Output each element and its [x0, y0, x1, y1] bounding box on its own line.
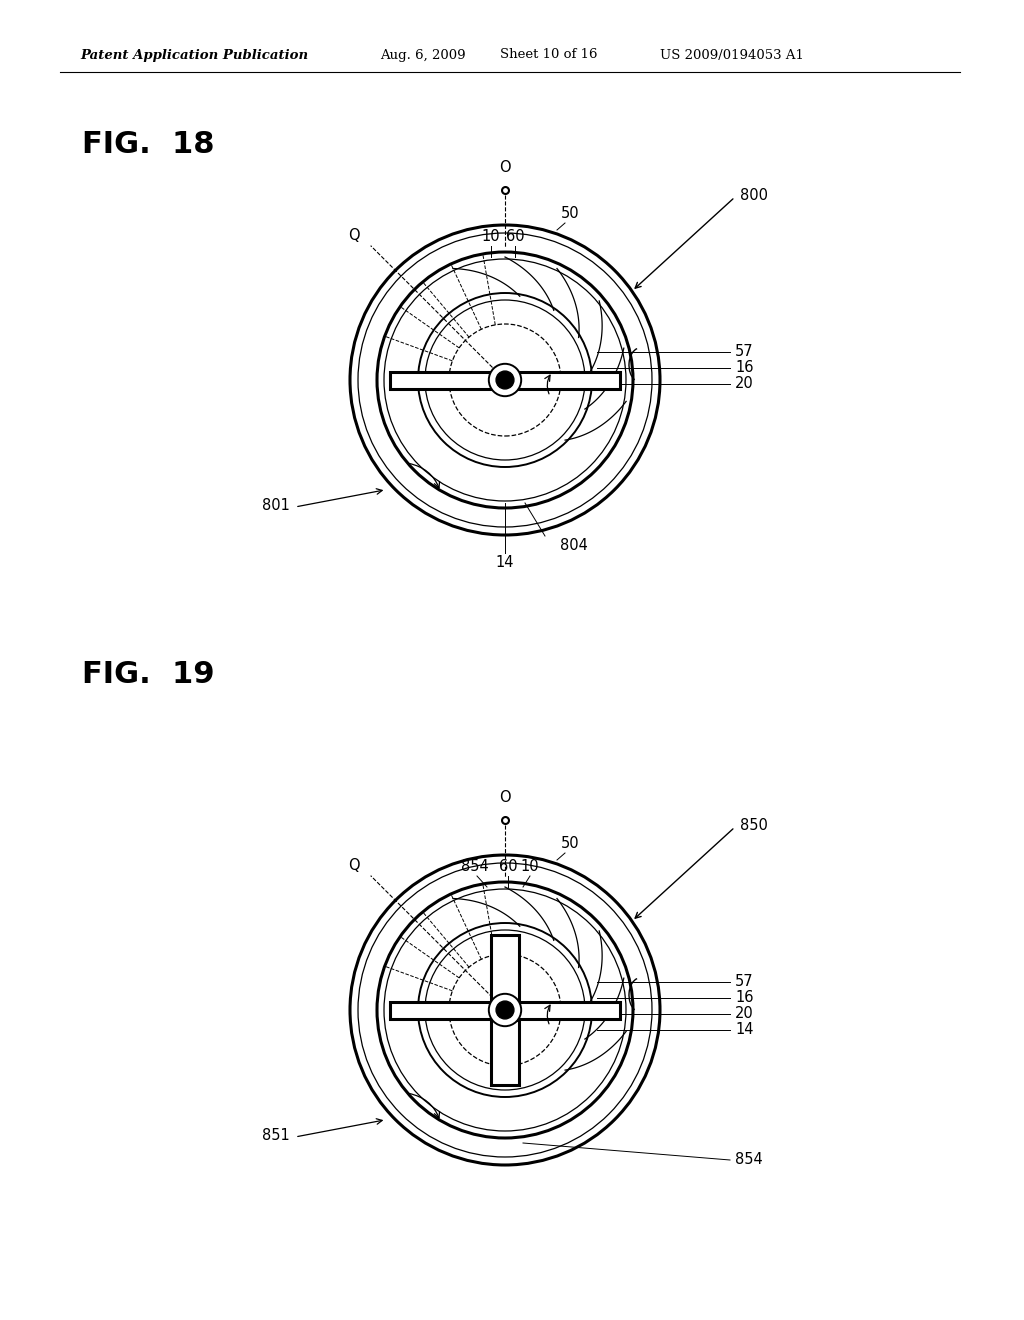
Circle shape — [496, 371, 514, 389]
Text: Patent Application Publication: Patent Application Publication — [80, 49, 308, 62]
Text: 16: 16 — [735, 990, 754, 1006]
Text: 57: 57 — [735, 974, 754, 990]
Text: 10: 10 — [481, 228, 501, 244]
Text: O: O — [499, 160, 511, 176]
Text: 10: 10 — [520, 859, 540, 874]
Text: 57: 57 — [735, 345, 754, 359]
Text: 850: 850 — [740, 817, 768, 833]
Text: 20: 20 — [735, 376, 754, 392]
Circle shape — [496, 1001, 514, 1019]
Text: Aug. 6, 2009: Aug. 6, 2009 — [380, 49, 466, 62]
Text: FIG.  18: FIG. 18 — [82, 129, 214, 158]
Text: 20: 20 — [735, 1006, 754, 1022]
Bar — [490, 935, 519, 1001]
Text: 800: 800 — [740, 187, 768, 202]
Text: 804: 804 — [560, 539, 588, 553]
Bar — [490, 1020, 519, 1085]
Text: 50: 50 — [561, 206, 580, 220]
Text: 60: 60 — [506, 228, 524, 244]
Text: 16: 16 — [735, 360, 754, 375]
Circle shape — [488, 364, 521, 396]
Text: 14: 14 — [496, 554, 514, 570]
Text: FIG.  19: FIG. 19 — [82, 660, 215, 689]
Bar — [515, 1002, 620, 1019]
Text: 854: 854 — [461, 859, 488, 874]
Text: Q: Q — [348, 227, 360, 243]
Text: 14: 14 — [735, 1023, 754, 1038]
Bar — [515, 371, 620, 388]
Text: 854: 854 — [735, 1152, 763, 1167]
Bar — [390, 371, 495, 388]
Text: Sheet 10 of 16: Sheet 10 of 16 — [500, 49, 597, 62]
Text: Q: Q — [348, 858, 360, 873]
Text: 851: 851 — [262, 1127, 290, 1143]
Text: 50: 50 — [561, 836, 580, 851]
Bar — [390, 1002, 495, 1019]
Text: 801: 801 — [262, 498, 290, 512]
Circle shape — [488, 994, 521, 1026]
Text: 60: 60 — [499, 859, 517, 874]
Text: US 2009/0194053 A1: US 2009/0194053 A1 — [660, 49, 804, 62]
Text: O: O — [499, 789, 511, 805]
